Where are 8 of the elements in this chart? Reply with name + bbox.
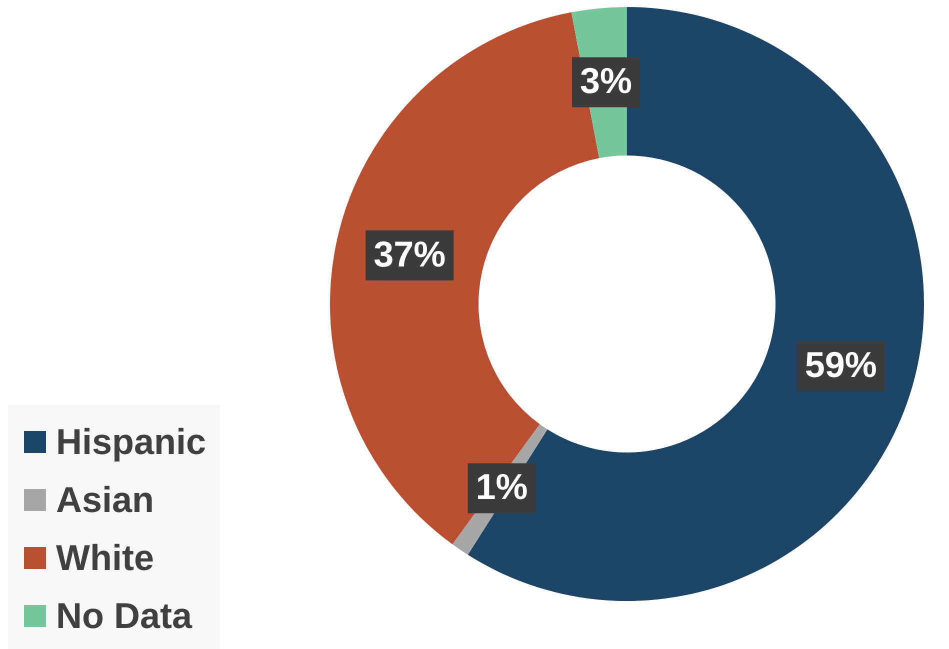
legend-label: No Data	[56, 595, 192, 637]
legend-label: Hispanic	[56, 421, 206, 463]
legend-label: White	[56, 537, 154, 579]
data-label: 1%	[476, 466, 528, 508]
data-label: 3%	[580, 60, 632, 102]
legend-label: Asian	[56, 479, 154, 521]
data-label: 59%	[804, 344, 877, 386]
data-label: 37%	[374, 233, 446, 274]
